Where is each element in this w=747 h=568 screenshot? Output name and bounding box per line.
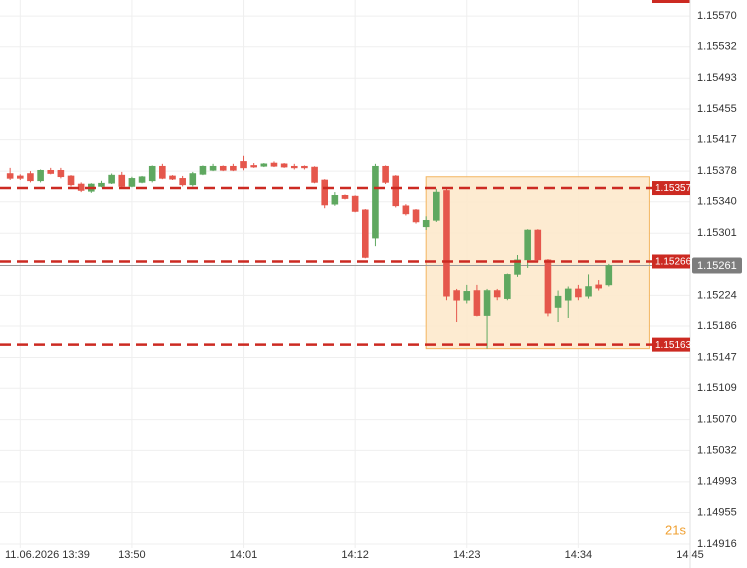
x-tick-label: 13:50: [118, 549, 146, 561]
y-tick-label: 1.14993: [697, 476, 737, 488]
candle-body: [575, 288, 582, 298]
candle-body: [341, 195, 349, 199]
y-tick-label: 1.15186: [697, 320, 737, 332]
candle-body: [473, 290, 481, 316]
candle-body: [331, 195, 339, 205]
candle-body: [57, 169, 65, 178]
y-tick-label: 1.14955: [697, 506, 737, 518]
candle-body: [290, 165, 298, 169]
candle-body: [199, 165, 207, 175]
y-tick-label: 1.15493: [697, 72, 737, 84]
candle-body: [483, 290, 491, 316]
y-tick-label: 1.14916: [697, 538, 737, 550]
offscreen-level-marker: [652, 0, 690, 3]
candle-body: [77, 183, 85, 191]
candle-body: [311, 166, 318, 183]
candle-body: [240, 161, 247, 169]
candle-body: [148, 165, 156, 182]
y-tick-label: 1.15032: [697, 444, 737, 456]
y-tick-label: 1.15570: [697, 10, 737, 22]
y-tick-label: 1.15340: [697, 196, 737, 208]
y-tick-label: 1.15109: [697, 382, 737, 394]
last-price-label: 1.15261: [697, 260, 737, 272]
candle-body: [402, 205, 410, 215]
y-tick-label: 1.15378: [697, 165, 737, 177]
last-price-box: [692, 257, 742, 274]
y-tick-label: 1.15070: [697, 414, 737, 426]
candle-body: [534, 229, 542, 261]
y-tick-label: 1.15417: [697, 134, 737, 146]
candle-body: [514, 259, 521, 275]
candle-body: [585, 286, 592, 297]
x-tick-label: 14:23: [453, 549, 481, 561]
candle-body: [433, 191, 440, 221]
candle-body: [504, 274, 511, 299]
candle-body: [382, 165, 389, 183]
candle-body: [443, 190, 450, 297]
candle-body: [463, 291, 471, 301]
candle-body: [422, 220, 430, 228]
candle-body: [605, 265, 613, 286]
candle-body: [209, 165, 217, 171]
level-label-box: [652, 337, 690, 352]
level-label: 1.15266: [655, 257, 692, 268]
candle-body: [260, 163, 268, 167]
x-tick-label: 14:12: [341, 549, 369, 561]
candle-body: [189, 173, 197, 186]
candle-body: [412, 209, 420, 223]
candle-body: [128, 178, 136, 187]
candle-body: [544, 259, 552, 314]
y-tick-label: 1.15532: [697, 41, 737, 53]
candle-body: [27, 173, 34, 182]
candle-body: [372, 165, 379, 239]
candle-body: [595, 284, 602, 289]
candle-body: [6, 173, 14, 179]
candle-body: [67, 175, 75, 186]
candle-body: [98, 182, 105, 187]
level-label-box: [652, 181, 690, 196]
x-tick-label: 14:01: [230, 549, 258, 561]
candle-body: [219, 165, 227, 171]
candle-body: [37, 169, 44, 182]
countdown: 21s: [665, 522, 686, 537]
candle-body: [138, 176, 146, 183]
candle-body: [321, 179, 329, 206]
candle-body: [280, 163, 288, 168]
candle-body: [524, 229, 531, 261]
candle-body: [118, 174, 126, 187]
y-tick-label: 1.15224: [697, 289, 737, 301]
x-tick-label: 11.06.2026 13:39: [5, 549, 90, 561]
candle-body: [554, 295, 562, 308]
candle-body: [16, 175, 24, 179]
y-tick-label: 1.15455: [697, 103, 737, 115]
candle-body: [47, 169, 55, 174]
candle-body: [493, 290, 501, 298]
candle-body: [270, 162, 278, 167]
level-label-box: [652, 254, 690, 269]
x-tick-label: 14:34: [565, 549, 593, 561]
candle-body: [159, 165, 166, 179]
level-label: 1.15357: [655, 183, 692, 194]
candle-body: [361, 209, 369, 258]
candle-body: [169, 175, 176, 180]
level-label: 1.15163: [655, 340, 692, 351]
candle-body: [453, 290, 460, 301]
candle-body: [179, 178, 186, 186]
y-tick-label: 1.15147: [697, 351, 737, 363]
candle-body: [301, 165, 308, 169]
candle-body: [230, 165, 237, 171]
candle-body: [564, 288, 572, 301]
candle-body: [108, 174, 115, 184]
candle-body: [250, 165, 257, 168]
y-tick-label: 1.15301: [697, 227, 737, 239]
candle-body: [351, 195, 359, 212]
candle-body: [392, 175, 400, 207]
